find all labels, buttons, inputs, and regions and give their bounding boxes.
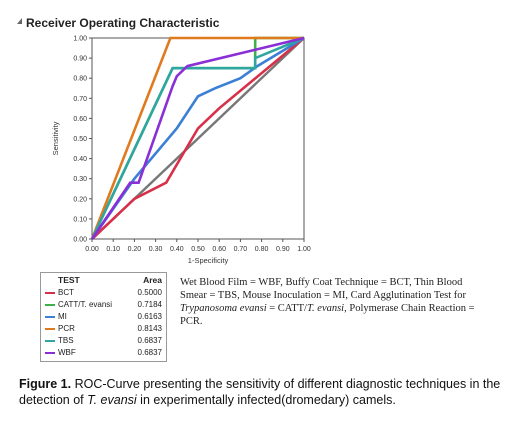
legend-table: TEST Area BCT 0.5000 CATT/T. evansi 0.7184 M… [40,272,167,362]
legend-area-value: 0.7184 [137,300,162,309]
legend-header-test: TEST [58,275,80,285]
y-tick-label: 0.60 [73,116,87,123]
legend-test-name: TBS [58,336,74,345]
y-tick-label: 0.80 [73,76,87,83]
series-line-tbs [90,36,305,240]
x-tick-label: 0.30 [149,246,163,253]
series-line-bct [91,36,305,240]
legend-area-value: 0.5000 [137,288,162,297]
y-tick-label: 0.10 [73,216,87,223]
legend-test-name: PCR [58,324,75,333]
legend-test-name: BCT [58,288,74,297]
legend-test-name: MI [58,312,67,321]
y-tick-label: 0.70 [73,96,87,103]
y-tick-label: 0.30 [73,176,87,183]
y-tick-label: 0.20 [73,196,87,203]
x-tick-label: 0.20 [128,246,142,253]
legend-test-name: CATT/T. evansi [58,300,113,309]
legend-swatch [45,340,55,342]
legend-area-value: 0.6163 [137,312,162,321]
x-tick-label: 0.90 [276,246,290,253]
y-tick-label: 0.90 [73,56,87,63]
x-tick-label: 0.40 [170,246,184,253]
legend-row: CATT/T. evansi 0.7184 [41,299,166,311]
legend-area-value: 0.8143 [137,324,162,333]
roc-chart: 0.00 0.10 0.20 0.30 0.40 0.50 0.60 0.70 0.80 0.90… [51,36,311,266]
abbreviation-note: Wet Blood Film = WBF, Buffy Coat Techniq… [180,277,475,327]
x-tick-label: 1.00 [297,246,311,253]
series-line-pcr [90,36,304,240]
x-axis-label: 1-Specificity [188,256,229,265]
legend-row: PCR 0.8143 [41,323,166,335]
legend-row: TBS 0.6837 [41,335,166,347]
y-tick-label: 0.40 [73,156,87,163]
x-tick-label: 0.60 [212,246,226,253]
x-tick-label: 0.70 [234,246,248,253]
legend-test-name: WBF [58,348,76,357]
legend-row: WBF 0.6837 [41,347,166,359]
legend-area-value: 0.6837 [137,336,162,345]
figure-label: Figure 1. [19,377,72,391]
chart-title: Receiver Operating Characteristic [26,16,220,30]
y-tick-label: 0.00 [73,237,87,244]
x-tick-label: 0.50 [191,246,205,253]
legend-row: MI 0.6163 [41,311,166,323]
collapse-triangle-icon[interactable] [17,18,22,24]
x-tick-label: 0.80 [255,246,269,253]
y-tick-label: 0.50 [73,136,87,143]
legend-swatch [45,352,55,354]
legend-header-area: Area [143,275,162,285]
legend-swatch [45,292,55,294]
x-tick-label: 0.00 [85,246,99,253]
y-axis-label: Sensitivity [51,121,60,155]
series-line-wbf [90,36,305,240]
legend-row: BCT 0.5000 [41,287,166,299]
figure-caption: Figure 1. ROC-Curve presenting the sensi… [19,377,501,407]
y-tick-label: 1.00 [73,36,87,43]
legend-swatch [45,316,55,318]
legend-swatch [45,304,55,306]
legend-swatch [45,328,55,330]
x-tick-label: 0.10 [106,246,120,253]
legend-area-value: 0.6837 [137,348,162,357]
roc-chart-panel: Receiver Operating Characteristic 0.00 0.… [8,10,324,272]
